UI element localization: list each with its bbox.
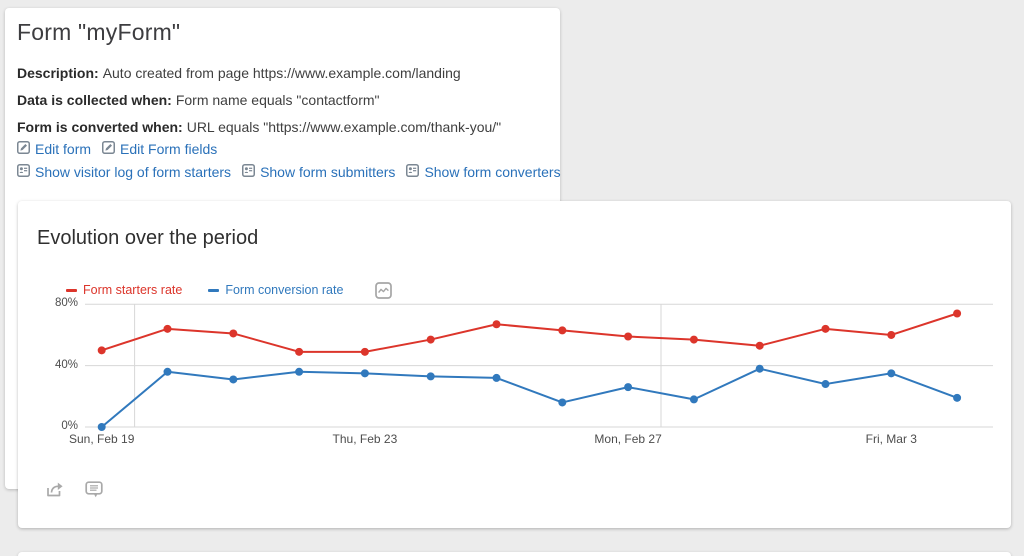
data-point[interactable] (360, 347, 369, 356)
data-point[interactable] (295, 367, 304, 376)
x-axis-label: Fri, Mar 3 (865, 432, 917, 446)
link-label: Show form submitters (260, 164, 396, 180)
export-image-icon[interactable] (375, 281, 393, 299)
data-point[interactable] (755, 341, 764, 350)
data-point[interactable] (492, 320, 501, 329)
data-point[interactable] (426, 335, 435, 344)
show-visitor-log-link[interactable]: Show visitor log of form starters (17, 164, 231, 180)
x-axis-label: Mon, Feb 27 (594, 432, 662, 446)
show-form-submitters-link[interactable]: Show form submitters (242, 164, 395, 180)
data-point[interactable] (492, 373, 501, 382)
link-label: Edit form (35, 141, 92, 157)
annotation-icon[interactable] (85, 481, 104, 498)
link-label: Show visitor log of form starters (35, 164, 232, 180)
data-point[interactable] (953, 393, 962, 402)
data-point[interactable] (821, 380, 830, 389)
data-point[interactable] (229, 375, 238, 384)
data-point[interactable] (624, 383, 633, 392)
detail-text: URL equals "https://www.example.com/than… (186, 119, 502, 135)
y-axis-label: 80% (54, 297, 78, 310)
data-point[interactable] (97, 423, 106, 431)
chart-legend: Form starters rate Form conversion rate (66, 281, 393, 299)
edit-icon (17, 141, 30, 157)
visitor-log-icon (17, 164, 30, 180)
legend-label: Form conversion rate (225, 283, 344, 297)
series-line (101, 367, 958, 428)
data-point[interactable] (689, 335, 698, 344)
visitor-log-icon (242, 164, 256, 180)
data-point[interactable] (558, 326, 567, 335)
legend-dash (66, 288, 77, 292)
export-icon[interactable] (46, 481, 65, 498)
evolution-line-chart[interactable] (18, 201, 1011, 528)
link-label: Show form converters (424, 164, 561, 180)
detail-description: Description: Auto created from page https… (17, 60, 501, 87)
y-axis-label: 0% (61, 420, 78, 432)
form-details: Description: Auto created from page https… (17, 60, 501, 141)
data-point[interactable] (953, 309, 962, 318)
detail-label: Data is collected when: (17, 92, 172, 108)
evolution-widget-card: Evolution over the period Form starters … (18, 201, 1011, 528)
chart-title: Evolution over the period (37, 227, 259, 249)
legend-item-form-conversion-rate[interactable]: Form conversion rate (208, 283, 343, 297)
data-point[interactable] (163, 367, 172, 376)
data-point[interactable] (295, 347, 304, 356)
data-point[interactable] (97, 346, 106, 355)
legend-label: Form starters rate (83, 283, 183, 297)
edit-icon (102, 141, 116, 157)
data-point[interactable] (887, 369, 896, 378)
detail-converted-when: Form is converted when: URL equals "https… (17, 114, 501, 141)
next-widget-card (18, 552, 1011, 556)
detail-label: Description: (17, 65, 99, 81)
show-form-converters-link[interactable]: Show form converters (406, 164, 561, 180)
data-point[interactable] (887, 330, 896, 339)
detail-text: Form name equals "contactform" (175, 92, 380, 108)
data-point[interactable] (558, 398, 567, 407)
show-links-row: Show visitor log of form starters Show f… (17, 164, 561, 180)
detail-collected-when: Data is collected when: Form name equals … (17, 87, 501, 114)
detail-label: Form is converted when: (17, 119, 183, 135)
x-axis-label: Thu, Feb 23 (332, 432, 398, 446)
legend-item-form-starters-rate[interactable]: Form starters rate (66, 283, 182, 297)
data-point[interactable] (624, 332, 633, 341)
y-axis-label: 40% (54, 358, 78, 371)
series-line (101, 312, 958, 353)
data-point[interactable] (229, 329, 238, 338)
data-point[interactable] (689, 395, 698, 404)
link-label: Edit Form fields (120, 141, 218, 157)
page-title: Form "myForm" (17, 19, 181, 45)
legend-dash (208, 288, 220, 292)
detail-text: Auto created from page https://www.examp… (102, 65, 461, 81)
data-point[interactable] (755, 364, 764, 373)
chart-footer-actions (46, 481, 104, 498)
data-point[interactable] (163, 324, 172, 333)
edit-form-fields-link[interactable]: Edit Form fields (102, 141, 217, 157)
data-point[interactable] (426, 372, 435, 381)
visitor-log-icon (406, 164, 420, 180)
data-point[interactable] (360, 369, 369, 378)
x-axis-label: Sun, Feb 19 (68, 432, 135, 446)
edit-links-row: Edit form Edit Form fields (17, 141, 217, 157)
edit-form-link[interactable]: Edit form (17, 141, 91, 157)
data-point[interactable] (821, 324, 830, 333)
